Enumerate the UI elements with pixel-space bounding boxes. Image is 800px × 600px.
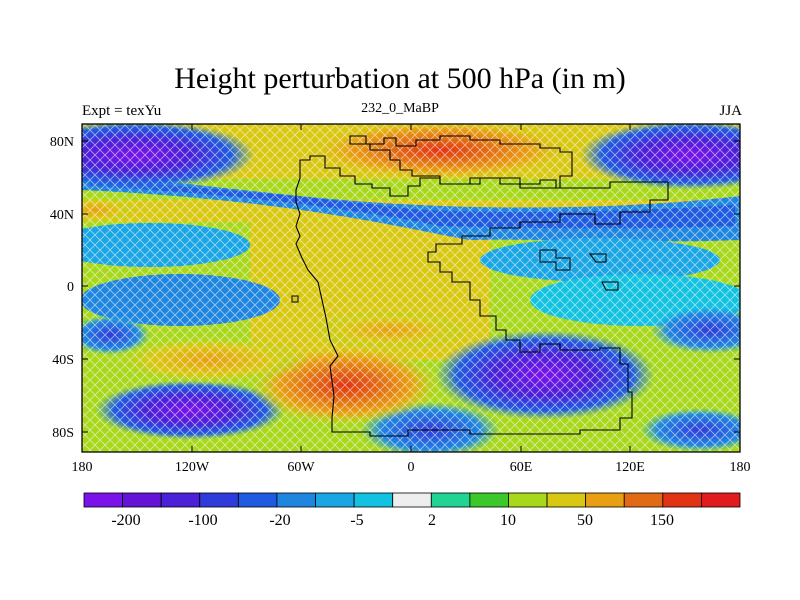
latitude-axis [82, 140, 740, 433]
colorbar-label: -5 [350, 512, 363, 529]
colorbar-swatch [430, 492, 471, 508]
colorbar-swatch [623, 492, 664, 508]
island-outline [539, 249, 571, 271]
colorbar-label: -20 [269, 512, 290, 529]
lon-tick-label: 0 [408, 460, 415, 475]
right-subtitle: JJA [719, 103, 742, 119]
lat-tick-label: 40N [50, 208, 74, 223]
colorbar-swatch [353, 492, 394, 508]
lon-tick-label: 180 [730, 460, 751, 475]
colorbar-swatch [199, 492, 239, 508]
colorbar-swatch [237, 492, 278, 508]
height-perturbation-field [82, 124, 740, 452]
colorbar-swatch [122, 492, 162, 508]
left-subtitle: Expt = texYu [82, 103, 162, 119]
colorbar-swatch [546, 492, 587, 508]
colorbar-swatch [83, 492, 123, 508]
colorbar-swatch [508, 492, 548, 508]
continent-outline [295, 155, 669, 437]
lat-tick-label: 80S [52, 426, 74, 441]
lon-tick-label: 180 [72, 460, 93, 475]
north-continent-outline [349, 135, 573, 189]
lat-tick-label: 40S [52, 353, 74, 368]
colorbar-swatch [585, 492, 625, 508]
colorbar-swatch [315, 492, 355, 508]
lat-tick-label: 80N [50, 135, 74, 150]
island-outline [589, 253, 607, 263]
lat-tick-label: 0 [67, 280, 74, 295]
colorbar-swatch [392, 492, 432, 508]
longitude-axis [81, 124, 741, 452]
colorbar-label: -100 [188, 512, 217, 529]
lon-tick-label: 60W [287, 460, 315, 475]
colorbar-label: 150 [650, 512, 674, 529]
lon-tick-label: 120W [175, 460, 210, 475]
colorbar-label: -200 [111, 512, 140, 529]
island-outline [601, 281, 619, 291]
colorbar-swatch [160, 492, 201, 508]
colorbar-swatch [662, 492, 702, 508]
colorbar-label: 50 [577, 512, 593, 529]
colorbar-swatch [276, 492, 316, 508]
lon-tick-label: 60E [510, 460, 533, 475]
colorbar [83, 492, 741, 508]
colorbar-swatch [469, 492, 509, 508]
lon-tick-label: 120E [615, 460, 645, 475]
colorbar-labels: -200 -100 -20 -5 2 10 50 150 [111, 512, 674, 529]
map-title: Height perturbation at 500 hPa (in m) [174, 62, 626, 95]
colorbar-swatch [701, 492, 741, 508]
colorbar-label: 2 [428, 512, 436, 529]
colorbar-label: 10 [500, 512, 516, 529]
center-subtitle: 232_0_MaBP [361, 101, 439, 116]
island-outline [291, 295, 299, 303]
